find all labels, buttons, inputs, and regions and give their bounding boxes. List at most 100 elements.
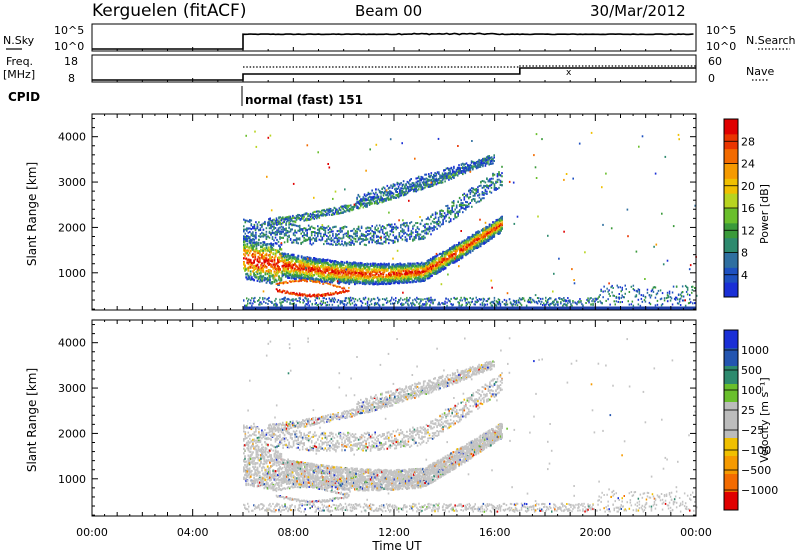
data-cell bbox=[458, 247, 460, 250]
data-cell bbox=[267, 248, 270, 251]
data-cell bbox=[322, 267, 325, 271]
data-cell bbox=[415, 268, 417, 271]
data-cell bbox=[348, 234, 351, 237]
data-cell bbox=[247, 258, 250, 261]
data-cell bbox=[451, 259, 454, 262]
data-cell bbox=[247, 249, 250, 252]
data-cell bbox=[391, 266, 394, 269]
data-cell bbox=[339, 273, 342, 276]
nave-series-line bbox=[243, 65, 696, 68]
data-cell bbox=[339, 237, 342, 240]
data-cell bbox=[385, 263, 388, 266]
data-cell bbox=[265, 254, 268, 257]
data-cell bbox=[437, 269, 440, 272]
data-cell bbox=[262, 269, 265, 273]
data-cell bbox=[253, 225, 256, 228]
data-cell bbox=[419, 237, 422, 240]
data-cell bbox=[406, 273, 408, 276]
data-cell bbox=[357, 262, 360, 265]
data-cell bbox=[294, 257, 296, 261]
data-cell bbox=[389, 265, 391, 268]
data-cell bbox=[349, 277, 352, 280]
data-cell bbox=[316, 278, 319, 281]
data-cell bbox=[298, 226, 301, 229]
data-cell bbox=[275, 273, 278, 276]
data-cell bbox=[292, 253, 295, 256]
data-cell bbox=[269, 263, 271, 266]
data-cell bbox=[250, 276, 253, 279]
data-cell bbox=[416, 273, 419, 276]
data-cell bbox=[414, 262, 416, 265]
data-cell bbox=[477, 245, 480, 248]
data-cell bbox=[356, 277, 358, 281]
data-cell bbox=[459, 244, 462, 247]
data-cell bbox=[267, 260, 270, 263]
data-cell bbox=[424, 263, 426, 267]
data-cell bbox=[449, 254, 451, 258]
data-cell bbox=[408, 273, 411, 276]
data-cell bbox=[266, 279, 269, 283]
data-cell bbox=[329, 227, 331, 230]
data-cell bbox=[347, 273, 349, 276]
data-cell bbox=[462, 248, 465, 251]
data-cell bbox=[277, 256, 279, 260]
data-cell bbox=[254, 248, 257, 251]
data-cell bbox=[326, 258, 329, 261]
data-cell bbox=[346, 274, 348, 277]
data-cell bbox=[308, 265, 311, 268]
data-cell bbox=[388, 242, 390, 245]
data-cell bbox=[295, 238, 298, 241]
data-cell bbox=[381, 268, 383, 271]
data-cell bbox=[452, 204, 455, 207]
data-cell bbox=[277, 260, 279, 264]
data-cell bbox=[442, 263, 445, 266]
data-cell bbox=[494, 228, 497, 231]
data-cell bbox=[291, 266, 294, 269]
data-cell bbox=[255, 266, 258, 269]
data-cell bbox=[349, 279, 352, 282]
data-cell bbox=[289, 266, 292, 269]
nave-label: Nave bbox=[746, 65, 774, 78]
data-cell bbox=[298, 228, 301, 231]
data-cell bbox=[365, 264, 368, 267]
data-cell bbox=[333, 261, 336, 264]
data-cell bbox=[246, 249, 249, 252]
data-cell bbox=[323, 270, 326, 273]
data-cell bbox=[427, 223, 429, 226]
data-cell bbox=[280, 277, 283, 280]
data-cell bbox=[268, 236, 271, 239]
data-cell bbox=[261, 257, 263, 260]
data-cell bbox=[289, 264, 292, 267]
data-cell bbox=[409, 271, 412, 274]
data-cell bbox=[273, 258, 276, 261]
data-cell bbox=[431, 261, 433, 264]
data-cell bbox=[364, 267, 366, 270]
data-cell bbox=[266, 272, 269, 275]
data-cell bbox=[492, 221, 494, 224]
data-cell bbox=[321, 276, 323, 279]
data-cell bbox=[469, 239, 472, 242]
data-cell bbox=[472, 243, 475, 246]
data-cell bbox=[442, 215, 444, 217]
data-cell bbox=[471, 239, 474, 242]
data-cell bbox=[454, 214, 456, 217]
data-cell bbox=[272, 244, 275, 247]
data-cell bbox=[444, 267, 447, 270]
data-cell bbox=[392, 271, 395, 274]
data-cell bbox=[457, 247, 459, 250]
data-cell bbox=[350, 273, 353, 276]
data-cell bbox=[341, 243, 343, 245]
data-cell bbox=[419, 267, 422, 270]
data-cell bbox=[457, 201, 459, 203]
data-cell bbox=[295, 224, 298, 227]
data-cell bbox=[369, 280, 372, 283]
data-cell bbox=[365, 244, 367, 247]
data-cell bbox=[406, 277, 408, 280]
data-cell bbox=[327, 237, 330, 240]
data-cell bbox=[350, 238, 352, 241]
data-cell bbox=[457, 214, 459, 217]
data-cell bbox=[492, 230, 494, 233]
data-cell bbox=[320, 278, 322, 281]
data-cell bbox=[360, 274, 363, 277]
data-cell bbox=[428, 261, 431, 265]
